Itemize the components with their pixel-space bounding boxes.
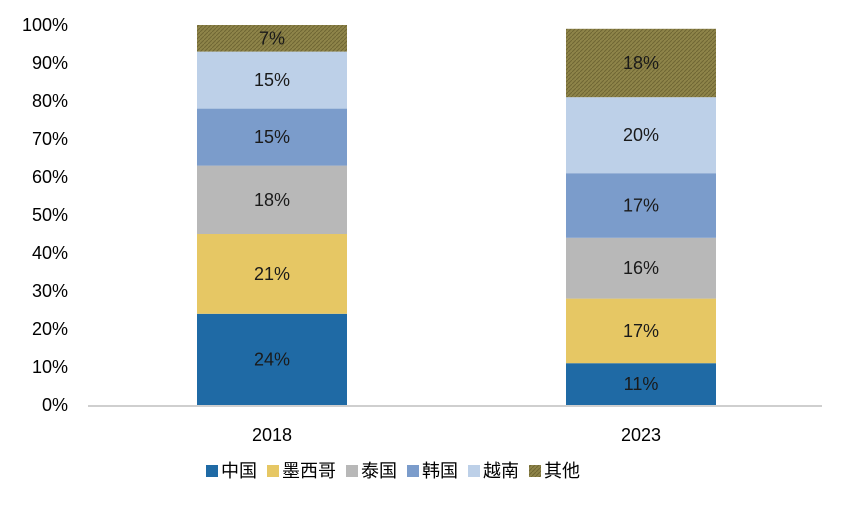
y-tick-label: 70% (32, 129, 68, 149)
bar-segment (566, 298, 716, 364)
legend-swatch (346, 465, 358, 477)
data-label: 21% (254, 264, 290, 284)
data-label: 18% (623, 53, 659, 73)
data-label: 18% (254, 190, 290, 210)
legend-label: 墨西哥 (282, 461, 336, 481)
legend-label: 其他 (544, 461, 580, 481)
y-axis: 0% 10% 20% 30% 40% 50% 60% 70% 80% 90% 100% (22, 15, 68, 415)
legend-swatch (267, 465, 279, 477)
bars-group: 24% 21% 18% 15% 15% 7% 11% 17% 16% 17% 20% 18% (197, 25, 716, 405)
legend-swatch (407, 465, 419, 477)
y-tick-label: 0% (42, 395, 68, 415)
y-tick-label: 100% (22, 15, 68, 35)
x-tick-label: 2018 (252, 425, 292, 445)
bar-segment (566, 97, 716, 174)
legend-swatch (468, 465, 480, 477)
legend: 中国 墨西哥 泰国 韩国 越南 其他 (206, 461, 580, 481)
bar-segment (197, 25, 347, 52)
bar-segment (197, 51, 347, 109)
y-tick-label: 60% (32, 167, 68, 187)
y-tick-label: 90% (32, 53, 68, 73)
y-tick-label: 80% (32, 91, 68, 111)
bar-segment (566, 237, 716, 299)
legend-label: 韩国 (422, 461, 458, 481)
y-tick-label: 10% (32, 357, 68, 377)
y-tick-label: 40% (32, 243, 68, 263)
y-tick-label: 30% (32, 281, 68, 301)
data-label: 16% (623, 258, 659, 278)
bar-segment (197, 234, 347, 314)
data-label: 11% (624, 374, 659, 394)
legend-swatch (206, 465, 218, 477)
y-tick-label: 20% (32, 319, 68, 339)
data-label: 17% (623, 321, 659, 341)
bar-segment (197, 313, 347, 405)
data-label: 24% (254, 349, 290, 369)
bar-segment (566, 363, 716, 405)
data-label: 20% (623, 125, 659, 145)
data-label: 7% (259, 28, 285, 48)
x-axis: 2018 2023 (252, 425, 661, 445)
bar-segment (566, 28, 716, 98)
legend-label: 越南 (483, 461, 519, 481)
bar-segment (197, 108, 347, 166)
data-label: 15% (254, 70, 290, 90)
legend-label: 泰国 (361, 461, 397, 481)
y-tick-label: 50% (32, 205, 68, 225)
data-label: 17% (623, 196, 659, 216)
legend-swatch (529, 465, 541, 477)
bar-segment (566, 173, 716, 238)
legend-label: 中国 (221, 461, 257, 481)
bar-segment (197, 165, 347, 234)
x-tick-label: 2023 (621, 425, 661, 445)
data-label: 15% (254, 127, 290, 147)
